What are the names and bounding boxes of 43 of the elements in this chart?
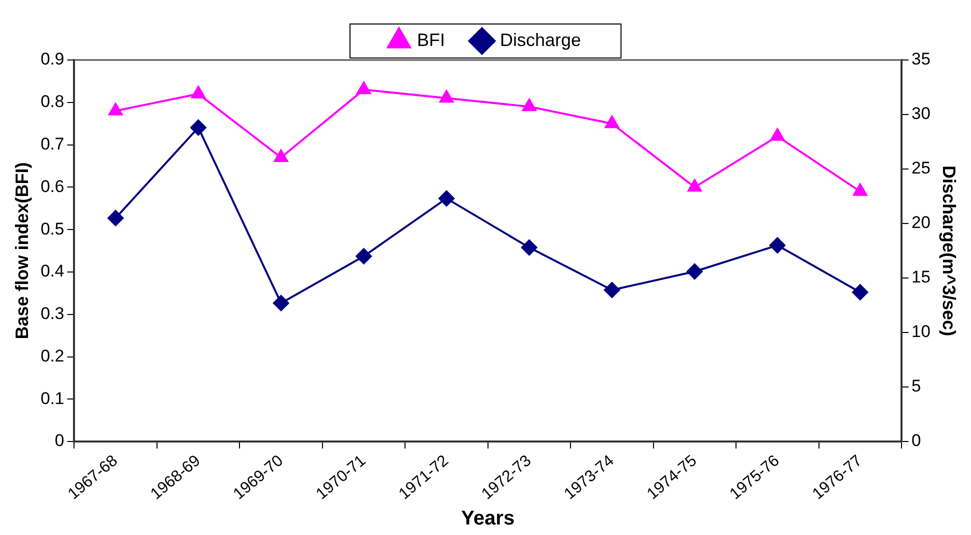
point bbox=[769, 237, 786, 254]
y-tick-label: 0.2 bbox=[40, 346, 64, 366]
point bbox=[190, 120, 206, 136]
y2-tick-label: 15 bbox=[911, 268, 930, 287]
y-tick-label: 0.1 bbox=[40, 388, 64, 408]
point bbox=[274, 150, 288, 162]
legend-label: BFI bbox=[416, 30, 445, 50]
point bbox=[273, 295, 290, 312]
point bbox=[770, 128, 784, 141]
y-tick-label: 0.4 bbox=[40, 262, 64, 281]
y-tick-label: 0 bbox=[54, 431, 64, 450]
y2-tick-label: 0 bbox=[911, 431, 921, 450]
point bbox=[439, 90, 454, 103]
legend-label: Discharge bbox=[500, 30, 582, 50]
x-axis-title: Years bbox=[461, 508, 515, 530]
point bbox=[108, 102, 123, 116]
point bbox=[853, 183, 868, 196]
point bbox=[438, 190, 454, 206]
y2-tick-label: 10 bbox=[911, 322, 930, 342]
y2-tick-label: 20 bbox=[911, 213, 930, 232]
y2-tick-label: 25 bbox=[911, 158, 930, 178]
point bbox=[852, 284, 868, 300]
point bbox=[688, 179, 702, 192]
point bbox=[521, 240, 538, 256]
y-tick-label: 0.3 bbox=[40, 304, 64, 324]
point bbox=[356, 82, 371, 94]
point bbox=[686, 263, 703, 280]
y-tick-label: 0.7 bbox=[40, 134, 64, 154]
point bbox=[522, 98, 536, 112]
y2-tick-label: 35 bbox=[911, 50, 930, 69]
point bbox=[604, 116, 620, 128]
point bbox=[356, 248, 372, 264]
point bbox=[604, 282, 620, 298]
y2-tick-label: 30 bbox=[911, 104, 930, 124]
y-axis-title: Base flow index(BFI) bbox=[12, 162, 32, 340]
point bbox=[191, 86, 206, 98]
y2-axis-title: Discharge(m^3/sec) bbox=[939, 165, 960, 336]
y2-tick-label: 5 bbox=[911, 376, 921, 396]
y-tick-label: 0.8 bbox=[40, 92, 64, 112]
y-tick-label: 0.6 bbox=[40, 176, 64, 196]
y-tick-label: 0.5 bbox=[40, 219, 64, 238]
y-tick-label: 0.9 bbox=[40, 50, 64, 69]
point bbox=[108, 210, 124, 226]
